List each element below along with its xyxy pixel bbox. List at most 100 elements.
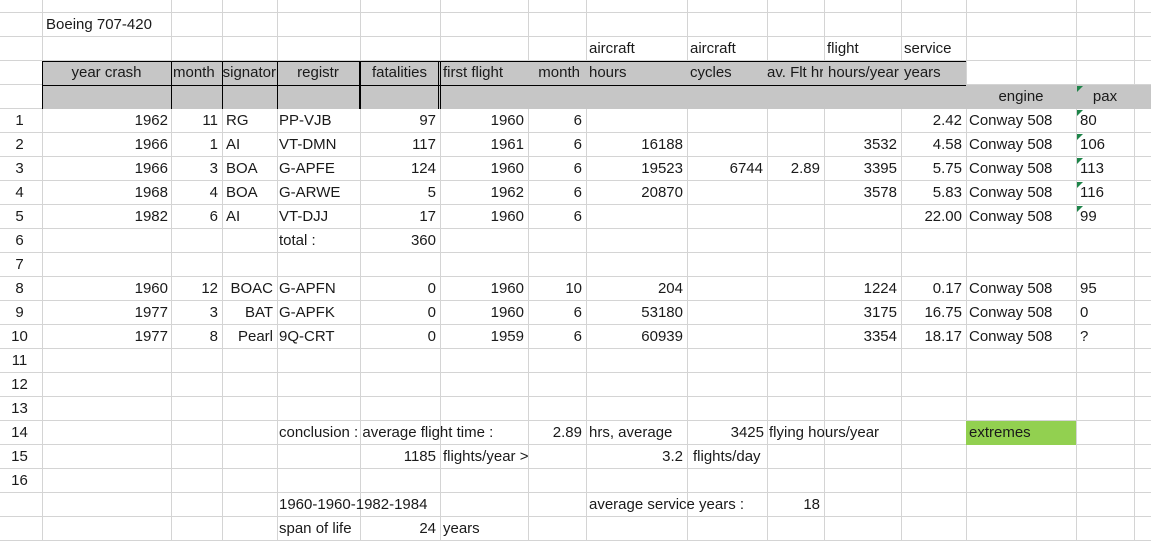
- cell-designator[interactable]: AI: [226, 208, 241, 225]
- cell-month[interactable]: 11: [202, 112, 218, 129]
- flights-day-value[interactable]: 3.2: [662, 448, 683, 465]
- cell-ff-month[interactable]: 6: [573, 328, 582, 345]
- cell-pax[interactable]: 113: [1080, 160, 1104, 177]
- cell-first-flight[interactable]: 1960: [490, 160, 524, 177]
- cell-first-flight[interactable]: 1962: [490, 184, 524, 201]
- avg-service-label[interactable]: average service years :: [589, 496, 745, 513]
- cell-fatalities[interactable]: 117: [412, 136, 436, 153]
- cell-cycles[interactable]: [689, 133, 763, 157]
- cell-hours-per-year[interactable]: 3175: [863, 304, 897, 321]
- row-number[interactable]: 4: [15, 184, 24, 201]
- cell-ff-month[interactable]: 6: [573, 304, 582, 321]
- years-range[interactable]: 1960-1960-1982-1984: [279, 496, 428, 513]
- header-designator[interactable]: designator: [222, 61, 277, 85]
- cell-month[interactable]: 3: [209, 160, 218, 177]
- cell-designator[interactable]: Pearl: [237, 328, 273, 345]
- conclusion-hrs-avg[interactable]: hrs, average: [589, 424, 673, 441]
- cell-designator[interactable]: BOA: [226, 184, 258, 201]
- header-year-crash[interactable]: year crash: [71, 64, 142, 81]
- cell-ff-month[interactable]: 6: [573, 160, 582, 177]
- cell-service-years[interactable]: 5.83: [932, 184, 962, 201]
- cell-hours-per-year[interactable]: [826, 205, 897, 229]
- conclusion-label[interactable]: conclusion : average flight time :: [279, 424, 494, 441]
- cell-pax[interactable]: 99: [1080, 208, 1097, 225]
- cell-year[interactable]: 1966: [134, 136, 168, 153]
- row-number[interactable]: 1: [15, 112, 24, 129]
- cell-ff-month[interactable]: 10: [565, 280, 582, 297]
- header-av-flt[interactable]: av. Flt hrs: [767, 64, 823, 81]
- cell-first-flight[interactable]: 1960: [490, 208, 524, 225]
- cell-registr[interactable]: G-ARWE: [279, 184, 341, 201]
- cell-hours[interactable]: 19523: [641, 160, 683, 177]
- header-pax[interactable]: pax: [1092, 88, 1118, 105]
- cell-month[interactable]: 12: [201, 280, 218, 297]
- header-first-flight[interactable]: first flight: [443, 64, 504, 81]
- header-flight[interactable]: flight: [827, 40, 859, 57]
- cell-pax[interactable]: 116: [1080, 184, 1104, 201]
- total-label[interactable]: total :: [279, 232, 316, 249]
- cell-av-flt[interactable]: [769, 109, 820, 133]
- cell-hours-per-year[interactable]: 1224: [863, 280, 897, 297]
- cell-fatalities[interactable]: 97: [419, 112, 436, 129]
- row-number[interactable]: 13: [11, 400, 28, 417]
- flights-day-label[interactable]: flights/day: [693, 448, 761, 465]
- header-fatalities[interactable]: fatalities: [371, 64, 428, 81]
- row-number[interactable]: 9: [15, 304, 24, 321]
- cell-ff-month[interactable]: 6: [573, 112, 582, 129]
- cell-engine[interactable]: Conway 508: [969, 112, 1053, 129]
- cell-service-years[interactable]: 22.00: [924, 208, 962, 225]
- cell-designator[interactable]: AI: [226, 136, 241, 153]
- cell-cycles[interactable]: 6744: [729, 160, 763, 177]
- cell-service-years[interactable]: 5.75: [932, 160, 962, 177]
- cell-registr[interactable]: 9Q-CRT: [279, 328, 335, 345]
- avg-service-value[interactable]: 18: [803, 496, 820, 513]
- cell-fatalities[interactable]: 0: [427, 328, 436, 345]
- cell-designator[interactable]: RG: [226, 112, 249, 129]
- row-number[interactable]: 2: [15, 136, 24, 153]
- cell-pax[interactable]: 0: [1080, 304, 1089, 321]
- cell-hours[interactable]: [588, 109, 683, 133]
- row-number[interactable]: 14: [11, 424, 28, 441]
- cell-cycles[interactable]: [689, 205, 763, 229]
- cell-year[interactable]: 1960: [134, 280, 168, 297]
- cell-pax[interactable]: 106: [1080, 136, 1106, 153]
- cell-service-years[interactable]: 4.58: [932, 136, 962, 153]
- cell-fatalities[interactable]: 0: [427, 304, 436, 321]
- cell-hours[interactable]: [588, 205, 683, 229]
- header-service[interactable]: service: [904, 40, 952, 57]
- cell-registr[interactable]: VT-DMN: [279, 136, 337, 153]
- cell-fatalities[interactable]: 124: [410, 160, 436, 177]
- span-label[interactable]: span of life: [279, 520, 352, 537]
- row-number[interactable]: 16: [11, 472, 28, 489]
- cell-ff-month[interactable]: 6: [573, 136, 582, 153]
- total-value[interactable]: 360: [410, 232, 436, 249]
- cell-first-flight[interactable]: 1959: [490, 328, 524, 345]
- cell-cycles[interactable]: [689, 109, 763, 133]
- row-number[interactable]: 12: [11, 376, 28, 393]
- header-hours-year[interactable]: hours/year: [828, 64, 899, 81]
- cell-first-flight[interactable]: 1960: [490, 112, 524, 129]
- cell-engine[interactable]: Conway 508: [969, 208, 1053, 225]
- cell-hours-per-year[interactable]: 3578: [863, 184, 897, 201]
- row-number[interactable]: 5: [15, 208, 24, 225]
- row-number[interactable]: 3: [15, 160, 24, 177]
- extremes-label[interactable]: extremes: [969, 424, 1031, 441]
- cell-engine[interactable]: Conway 508: [969, 184, 1053, 201]
- cell-month[interactable]: 4: [209, 184, 218, 201]
- span-value[interactable]: 24: [419, 520, 436, 537]
- cell-pax[interactable]: ?: [1080, 328, 1089, 345]
- row-number[interactable]: 7: [15, 256, 24, 273]
- header-cycles[interactable]: cycles: [690, 64, 732, 81]
- cell-av-flt[interactable]: [769, 133, 820, 157]
- flights-year-label[interactable]: flights/year >: [443, 448, 529, 465]
- header-hours[interactable]: hours: [589, 64, 627, 81]
- cell-year[interactable]: 1962: [134, 112, 168, 129]
- cell-month[interactable]: 8: [209, 328, 218, 345]
- cell-engine[interactable]: Conway 508: [969, 328, 1053, 345]
- cell-designator[interactable]: BOAC: [230, 280, 273, 297]
- cell-registr[interactable]: G-APFE: [279, 160, 335, 177]
- cell-fatalities[interactable]: 5: [427, 184, 436, 201]
- row-number[interactable]: 11: [11, 352, 28, 369]
- cell-fatalities[interactable]: 17: [419, 208, 436, 225]
- cell-registr[interactable]: G-APFK: [279, 304, 335, 321]
